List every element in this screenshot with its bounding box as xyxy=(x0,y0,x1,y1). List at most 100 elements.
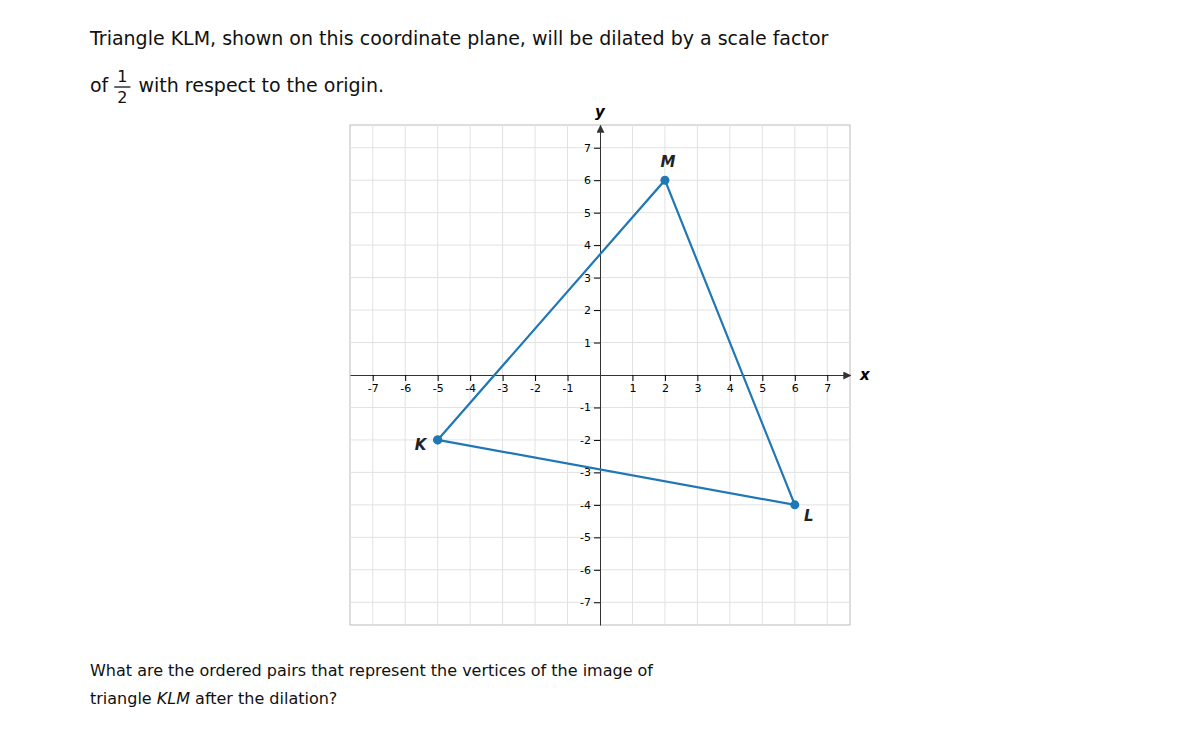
data-layer xyxy=(433,176,799,510)
y-axis: -7-6-5-4-3-2-11234567 xyxy=(580,126,600,626)
tick: 4 xyxy=(584,239,600,252)
tick-label: 2 xyxy=(662,382,669,395)
tick-label: -5 xyxy=(433,382,444,395)
tick-label: -1 xyxy=(563,382,574,395)
vertex-dot xyxy=(433,435,442,444)
tick-mark xyxy=(795,375,796,381)
tick-mark xyxy=(568,375,569,381)
tick-label: 6 xyxy=(584,174,591,187)
tick-label: -1 xyxy=(580,401,591,414)
tick-label: 3 xyxy=(694,382,701,395)
x-axis-label: x xyxy=(859,366,871,384)
tick: -2 xyxy=(580,434,600,447)
title-fraction-bar xyxy=(114,86,130,87)
tick-label: -7 xyxy=(368,382,379,395)
tick-mark xyxy=(594,343,600,344)
tick-label: -6 xyxy=(580,564,591,577)
tick: 2 xyxy=(584,304,600,317)
title-fraction-numerator: 1 xyxy=(117,67,127,86)
title: Triangle KLM, shown on this coordinate p… xyxy=(89,27,829,49)
tick: -6 xyxy=(400,375,411,395)
chart: -7-6-5-4-3-2-11234567-7-6-5-4-3-2-112345… xyxy=(0,0,1200,756)
tick: -1 xyxy=(563,375,574,395)
tick-label: 7 xyxy=(584,142,591,155)
tick-label: -6 xyxy=(400,382,411,395)
tick: -3 xyxy=(498,375,509,395)
tick: 1 xyxy=(584,337,600,350)
tick: 3 xyxy=(694,375,701,395)
tick-mark xyxy=(594,245,600,246)
tick: -7 xyxy=(580,596,600,609)
vertex-label: K xyxy=(415,436,428,454)
tick-mark xyxy=(405,375,406,381)
tick-mark xyxy=(594,602,600,603)
tick-label: 4 xyxy=(584,239,591,252)
tick-mark xyxy=(594,505,600,506)
tick: 3 xyxy=(584,272,600,285)
title-fraction-denominator: 2 xyxy=(117,88,127,107)
tick-mark xyxy=(594,407,600,408)
tick: -5 xyxy=(433,375,444,395)
tick-mark xyxy=(470,375,471,381)
title: of xyxy=(90,74,114,96)
tick-label: -5 xyxy=(580,531,591,544)
tick-mark xyxy=(438,375,439,381)
tick-label: -7 xyxy=(580,596,591,609)
tick-mark xyxy=(665,375,666,381)
tick-mark xyxy=(535,375,536,381)
tick-label: 5 xyxy=(584,207,591,220)
question-part: triangle xyxy=(90,689,157,708)
tick-label: -3 xyxy=(498,382,509,395)
tick-label: 1 xyxy=(584,337,591,350)
vertex-dot xyxy=(660,176,669,185)
tick-mark xyxy=(594,148,600,149)
tick-label: -4 xyxy=(465,382,476,395)
tick-label: 7 xyxy=(824,382,831,395)
tick-mark xyxy=(762,375,763,381)
tick: -2 xyxy=(530,375,541,395)
question: triangle KLM after the dilation? xyxy=(90,689,337,708)
tick-mark xyxy=(373,375,374,381)
plot-frame xyxy=(350,125,850,625)
tick: 5 xyxy=(759,375,766,395)
tick-label: -4 xyxy=(580,499,591,512)
tick-mark xyxy=(594,278,600,279)
vertex-dot xyxy=(790,500,799,509)
tick-mark xyxy=(730,375,731,381)
tick-mark xyxy=(594,310,600,311)
tick: -6 xyxy=(580,564,600,577)
tick: 2 xyxy=(662,375,669,395)
tick-label: 4 xyxy=(727,382,734,395)
tick-label: 3 xyxy=(584,272,591,285)
tick-label: 6 xyxy=(792,382,799,395)
tick: -7 xyxy=(368,375,379,395)
vertex-dot xyxy=(433,435,442,444)
tick-mark xyxy=(827,375,828,381)
tick-mark xyxy=(594,472,600,473)
tick-label: -2 xyxy=(530,382,541,395)
vertex-label: L xyxy=(804,507,814,525)
y-axis-label: y xyxy=(595,103,606,121)
tick-label: 2 xyxy=(584,304,591,317)
tick: 6 xyxy=(584,174,600,187)
tick-mark xyxy=(594,213,600,214)
tick-mark xyxy=(594,440,600,441)
tick: -5 xyxy=(580,531,600,544)
question: What are the ordered pairs that represen… xyxy=(90,661,653,680)
tick-mark xyxy=(594,570,600,571)
tick-mark xyxy=(697,375,698,381)
tick: 1 xyxy=(629,375,636,395)
tick-mark xyxy=(503,375,504,381)
title: with respect to the origin. xyxy=(132,74,384,96)
question-part: after the dilation? xyxy=(190,689,337,708)
tick: -4 xyxy=(465,375,476,395)
tick-mark xyxy=(594,537,600,538)
tick: 7 xyxy=(824,375,831,395)
tick-label: 1 xyxy=(629,382,636,395)
question-part: KLM xyxy=(157,689,190,708)
triangle-line xyxy=(438,180,795,505)
tick: 4 xyxy=(727,375,734,395)
vertex-label: M xyxy=(660,153,675,171)
axis-line xyxy=(600,126,601,626)
tick: 5 xyxy=(584,207,600,220)
